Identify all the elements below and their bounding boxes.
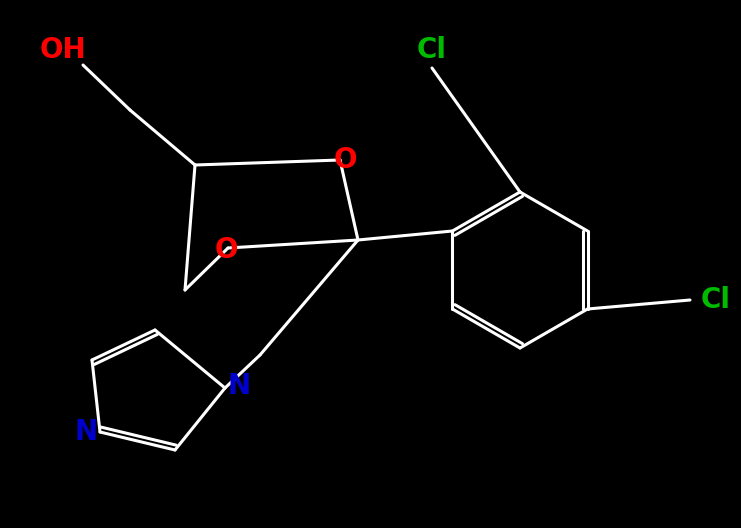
Text: O: O — [333, 146, 356, 174]
Text: Cl: Cl — [417, 36, 447, 64]
Text: N: N — [227, 372, 250, 400]
Text: N: N — [74, 418, 98, 446]
Text: OH: OH — [40, 36, 86, 64]
Text: Cl: Cl — [701, 286, 731, 314]
Text: O: O — [214, 236, 238, 264]
